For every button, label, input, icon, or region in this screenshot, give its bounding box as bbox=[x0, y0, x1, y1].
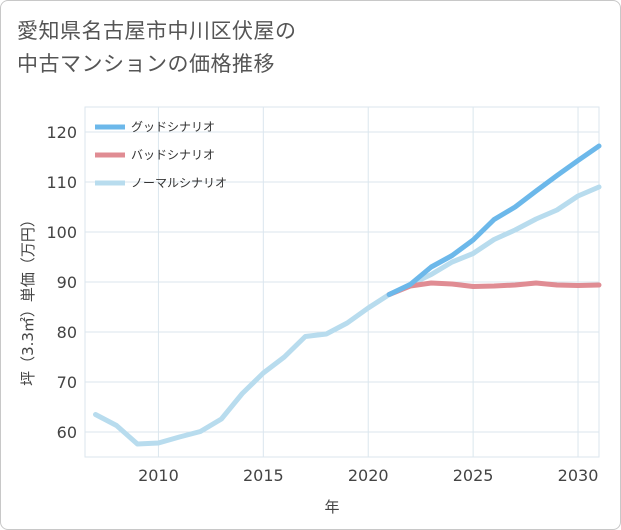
chart-title: 愛知県名古屋市中川区伏屋の 中古マンションの価格推移 bbox=[17, 15, 297, 81]
chart-title-line-2: 中古マンションの価格推移 bbox=[17, 52, 275, 76]
chart-title-line-1: 愛知県名古屋市中川区伏屋の bbox=[17, 19, 297, 43]
y-tick-label: 100 bbox=[46, 223, 77, 242]
y-tick-label: 80 bbox=[57, 323, 77, 342]
x-tick-label: 2010 bbox=[138, 466, 179, 485]
x-axis-label: 年 bbox=[324, 498, 339, 516]
legend-label-0: グッドシナリオ bbox=[131, 120, 215, 134]
y-tick-label: 60 bbox=[57, 423, 77, 442]
series-line-2 bbox=[93, 184, 602, 447]
y-tick-label: 70 bbox=[57, 373, 77, 392]
x-tick-label: 2025 bbox=[453, 466, 494, 485]
legend-label-1: バッドシナリオ bbox=[131, 148, 215, 162]
grid bbox=[85, 107, 599, 457]
x-tick-label: 2015 bbox=[243, 466, 284, 485]
x-tick-label: 2020 bbox=[348, 466, 389, 485]
y-axis-label: 坪（3.3㎡）単価（万円） bbox=[19, 212, 37, 386]
y-tick-label: 90 bbox=[57, 273, 77, 292]
x-tick-labels: 2010 2015 2020 2025 2030 bbox=[138, 466, 598, 485]
series-line-0 bbox=[386, 143, 602, 297]
x-tick-label: 2030 bbox=[558, 466, 599, 485]
y-tick-label: 120 bbox=[46, 123, 77, 142]
series-lines bbox=[93, 143, 602, 447]
series-line-1 bbox=[386, 280, 602, 297]
y-tick-labels: 60 70 80 90 100 110 120 bbox=[46, 123, 77, 442]
y-tick-label: 110 bbox=[46, 173, 77, 192]
legend-label-2: ノーマルシナリオ bbox=[131, 176, 227, 190]
